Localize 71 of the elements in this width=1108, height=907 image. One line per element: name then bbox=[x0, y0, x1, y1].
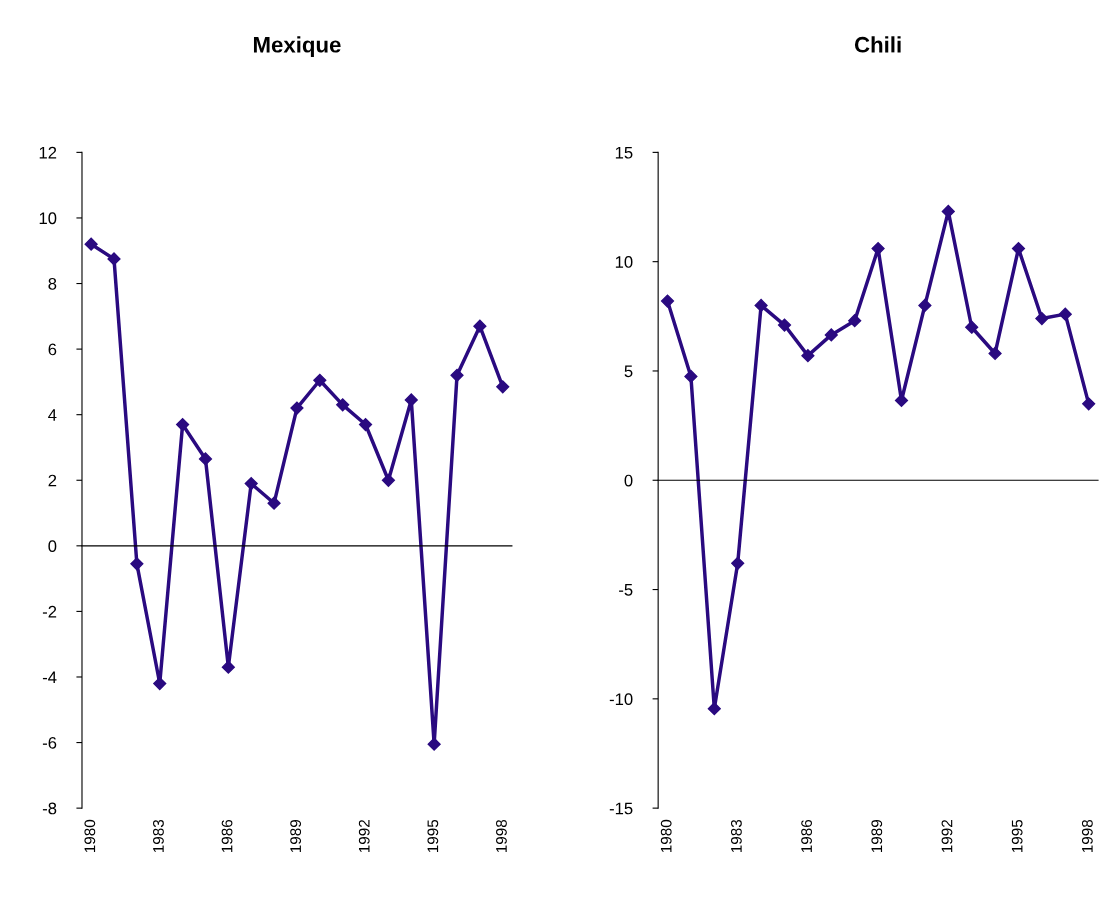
point bbox=[965, 320, 979, 334]
point bbox=[404, 393, 418, 407]
point bbox=[731, 556, 745, 570]
y-tick-label: 15 bbox=[615, 146, 633, 159]
point bbox=[153, 676, 167, 691]
point bbox=[473, 319, 487, 333]
point bbox=[754, 298, 768, 312]
chart-title: Chili bbox=[854, 36, 901, 53]
y-tick-label: -10 bbox=[609, 693, 633, 706]
point bbox=[290, 401, 304, 415]
y-tick-label: 10 bbox=[615, 256, 633, 268]
y-tick-label: 0 bbox=[624, 474, 633, 487]
y-tick-label: 8 bbox=[48, 277, 57, 290]
point bbox=[1082, 397, 1096, 411]
y-tick-label: 0 bbox=[48, 540, 57, 553]
y-tick-label: -15 bbox=[609, 802, 633, 815]
y-tick-label: 6 bbox=[48, 343, 57, 356]
x-tick-label: 1992 bbox=[941, 820, 953, 853]
y-tick-label: 10 bbox=[39, 212, 57, 225]
point bbox=[84, 237, 98, 251]
point bbox=[267, 496, 281, 510]
x-tick-label: 1998 bbox=[496, 819, 507, 853]
point bbox=[198, 452, 213, 466]
x-tick-label: 1992 bbox=[358, 820, 370, 853]
x-tick-label: 1980 bbox=[84, 819, 96, 853]
point bbox=[381, 473, 396, 487]
point bbox=[496, 380, 510, 394]
x-tick-label: 1989 bbox=[871, 819, 883, 853]
point bbox=[777, 318, 792, 332]
point bbox=[707, 702, 721, 716]
x-tick-label: 1986 bbox=[221, 819, 233, 853]
point bbox=[988, 346, 1002, 361]
x-tick-label: 1995 bbox=[427, 819, 439, 853]
y-tick-label: 5 bbox=[624, 365, 633, 378]
point bbox=[450, 368, 464, 382]
chart-title: Mexique bbox=[253, 36, 341, 57]
point bbox=[918, 298, 932, 312]
point bbox=[871, 241, 885, 256]
point bbox=[824, 328, 838, 342]
x-tick-label: 1983 bbox=[153, 819, 164, 853]
point bbox=[244, 476, 258, 491]
point bbox=[660, 294, 675, 308]
point bbox=[848, 314, 862, 328]
point bbox=[1011, 241, 1026, 256]
point bbox=[1035, 311, 1049, 326]
point bbox=[336, 398, 350, 412]
point bbox=[130, 557, 144, 571]
y-tick-label: 12 bbox=[39, 146, 57, 159]
point bbox=[358, 417, 373, 432]
point bbox=[1058, 307, 1072, 321]
y-tick-label: 2 bbox=[48, 474, 57, 487]
x-tick-label: 1980 bbox=[660, 819, 672, 853]
point bbox=[801, 349, 815, 363]
point bbox=[107, 252, 121, 266]
y-tick-label: -5 bbox=[619, 584, 633, 596]
y-tick-label: -8 bbox=[42, 802, 57, 815]
point bbox=[684, 369, 698, 384]
x-tick-label: 1986 bbox=[801, 819, 812, 853]
point bbox=[313, 373, 327, 387]
x-tick-label: 1998 bbox=[1081, 819, 1093, 853]
point bbox=[221, 660, 235, 674]
y-tick-label: -6 bbox=[42, 736, 57, 749]
y-tick-label: -2 bbox=[42, 605, 57, 618]
y-tick-label: -4 bbox=[42, 671, 57, 684]
point bbox=[941, 204, 955, 218]
y-tick-label: 4 bbox=[48, 409, 57, 421]
point bbox=[176, 417, 190, 432]
point bbox=[427, 737, 441, 751]
x-tick-label: 1989 bbox=[290, 819, 302, 853]
x-tick-label: 1995 bbox=[1011, 819, 1023, 853]
x-tick-label: 1983 bbox=[730, 819, 742, 853]
